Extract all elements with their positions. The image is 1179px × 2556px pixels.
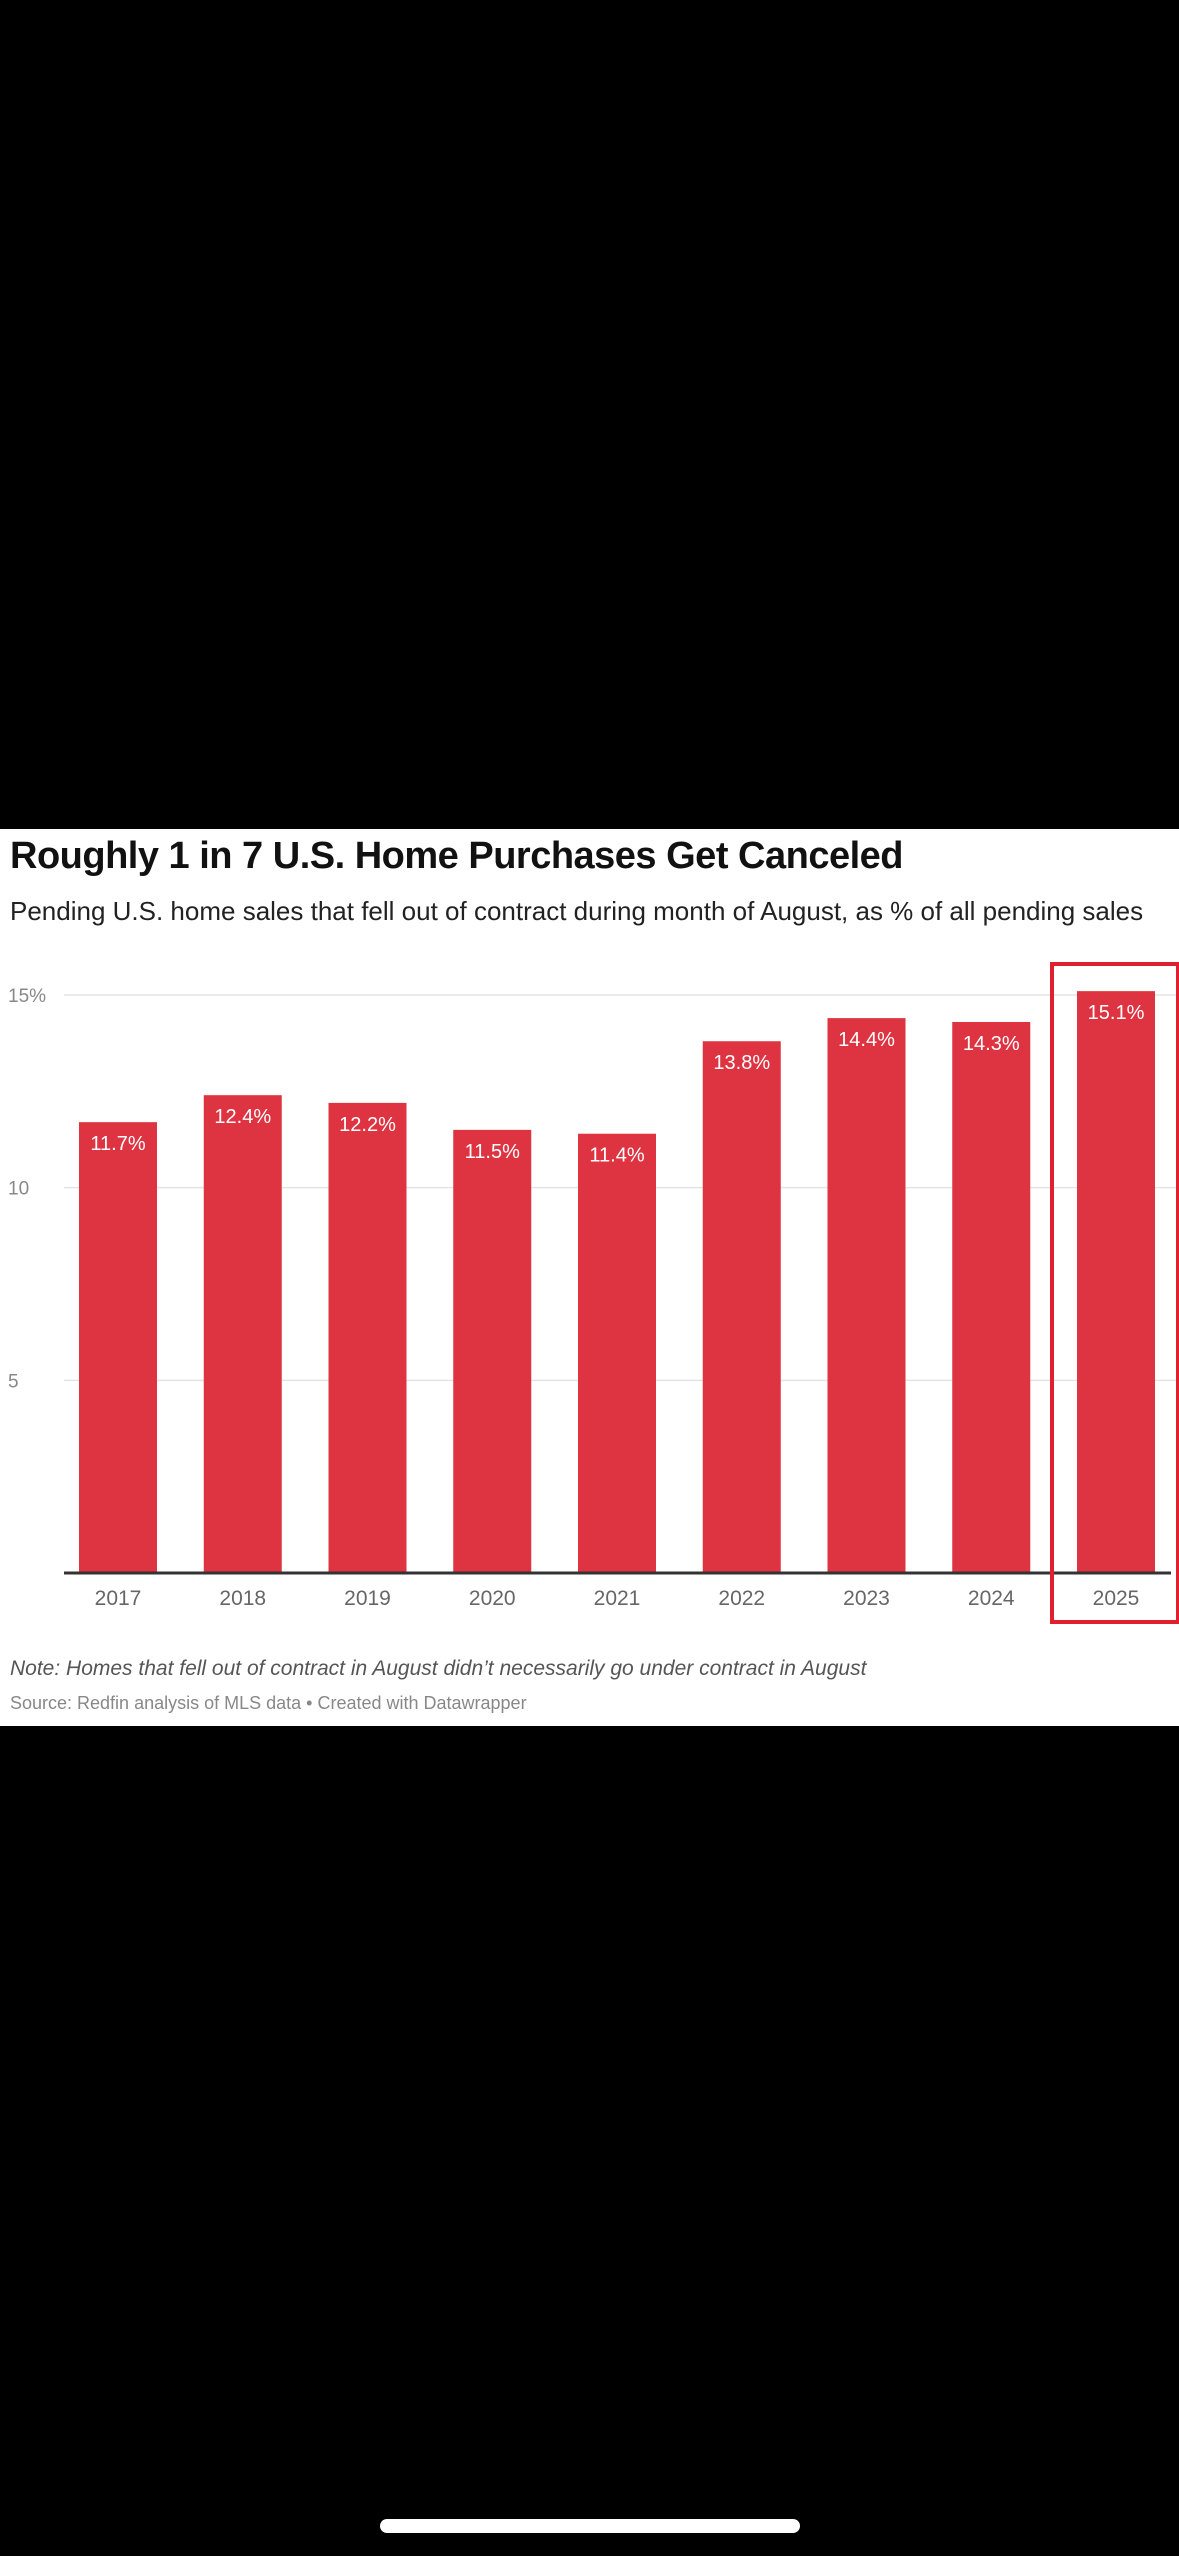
bar-value-label: 14.4% [838,1029,895,1051]
x-tick-label: 2024 [968,1587,1015,1610]
home-indicator[interactable] [380,2519,800,2533]
y-tick-label: 5 [8,1371,19,1392]
bar-value-label: 11.5% [465,1141,520,1163]
bar [702,1041,781,1573]
x-tick-label: 2017 [95,1587,142,1610]
y-tick-label: 15% [8,986,46,1007]
bar-chart: 5 10 15% 11.7% 2017 12.4% 2018 12.2% 2019 11.5% 20… [8,962,1179,1624]
bar-value-label: 11.4% [589,1145,644,1167]
bar [453,1129,532,1573]
bar [203,1095,282,1573]
bar-value-label: 14.3% [963,1033,1020,1055]
bar [328,1102,407,1573]
bar [578,1133,656,1573]
x-tick-label: 2022 [718,1587,765,1610]
bar-value-label: 12.4% [214,1106,271,1128]
chart-source: Source: Redfin analysis of MLS data • Cr… [10,1693,527,1713]
y-tick-label: 10 [8,1179,29,1200]
bar-value-label: 11.7% [90,1133,145,1155]
x-tick-label: 2020 [469,1587,516,1610]
chart-note: Note: Homes that fell out of contract in… [10,1657,867,1680]
chart-card: Roughly 1 in 7 U.S. Home Purchases Get C… [0,829,1179,1726]
x-tick-label: 2025 [1093,1587,1140,1610]
bar-value-label: 15.1% [1088,1002,1145,1024]
bar-value-label: 13.8% [713,1052,770,1074]
x-tick-label: 2018 [219,1587,266,1610]
highlight-box-2025 [1050,962,1179,1624]
bar [79,1122,157,1573]
chart-title: Roughly 1 in 7 U.S. Home Purchases Get C… [10,835,904,877]
bar [952,1021,1031,1573]
chart-subtitle: Pending U.S. home sales that fell out of… [10,896,1144,926]
x-tick-label: 2019 [344,1587,391,1610]
x-tick-label: 2021 [594,1587,641,1610]
bar [1077,991,1155,1573]
bar [827,1018,906,1573]
bar-value-label: 12.2% [339,1114,396,1136]
x-tick-label: 2023 [843,1587,890,1610]
